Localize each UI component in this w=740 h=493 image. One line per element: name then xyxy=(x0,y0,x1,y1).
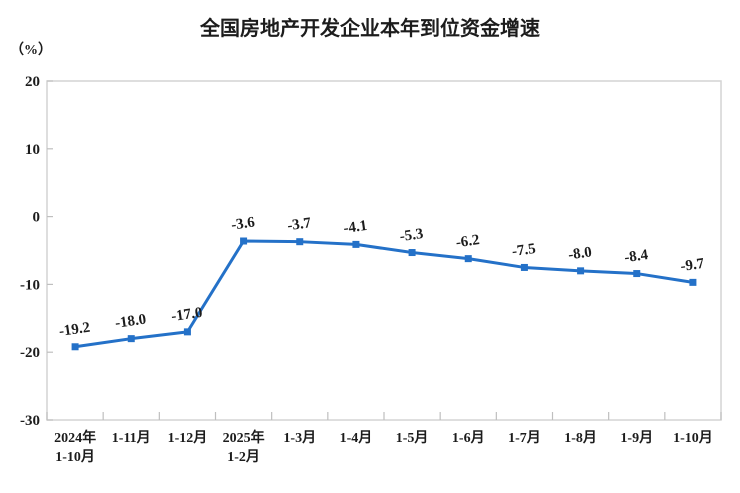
x-axis-label: 1-10月 xyxy=(673,430,713,446)
data-point-marker xyxy=(577,267,585,275)
data-point-marker xyxy=(127,335,135,343)
data-point-marker xyxy=(71,343,79,351)
data-point-label: -6.2 xyxy=(455,232,481,251)
y-tick-label: -30 xyxy=(20,413,40,429)
y-axis-unit-label: （%） xyxy=(10,43,52,58)
data-point-label: -3.7 xyxy=(286,215,312,234)
data-point-label: -17.0 xyxy=(170,305,203,325)
x-axis-label: 1-4月 xyxy=(340,430,373,446)
x-axis-label: 1-5月 xyxy=(396,430,429,446)
data-point-label: -18.0 xyxy=(114,312,147,332)
data-point-label: -8.0 xyxy=(567,244,593,263)
data-point-marker xyxy=(240,237,248,245)
y-tick-label: -10 xyxy=(20,277,40,293)
x-axis-label: 1-7月 xyxy=(508,430,541,446)
y-tick-label: -20 xyxy=(20,345,40,361)
x-axis-label: 1-9月 xyxy=(620,430,653,446)
x-axis-label: 2025年 1-2月 xyxy=(223,429,265,465)
data-point-label: -5.3 xyxy=(399,226,425,245)
x-axis-label: 1-3月 xyxy=(283,430,316,446)
data-point-label: -9.7 xyxy=(679,256,705,275)
data-point-marker xyxy=(520,263,528,271)
data-point-marker xyxy=(408,249,416,257)
data-point-label: -7.5 xyxy=(511,241,537,260)
y-tick-label: 0 xyxy=(33,210,41,226)
data-point-marker xyxy=(464,255,472,263)
data-point-marker xyxy=(689,278,697,286)
x-axis-label: 1-8月 xyxy=(564,430,597,446)
y-tick-label: 10 xyxy=(25,142,40,158)
y-tick-label: 20 xyxy=(25,74,40,90)
data-point-label: -19.2 xyxy=(58,320,91,340)
data-point-label: -8.4 xyxy=(623,247,649,266)
x-axis-label: 2024年 1-10月 xyxy=(54,429,96,465)
x-axis-label: 1-12月 xyxy=(168,430,208,446)
data-point-marker xyxy=(352,240,360,248)
data-point-marker xyxy=(183,328,191,336)
plot-area-border xyxy=(46,80,722,421)
data-line xyxy=(73,239,695,349)
data-point-marker xyxy=(296,238,304,246)
x-axis-label: 1-6月 xyxy=(452,430,485,446)
data-point-label: -3.6 xyxy=(230,214,256,233)
data-point-label: -4.1 xyxy=(342,218,368,237)
x-axis-label: 1-11月 xyxy=(112,430,151,446)
data-point-marker xyxy=(633,270,641,278)
chart-title: 全国房地产开发企业本年到位资金增速 xyxy=(200,18,540,40)
